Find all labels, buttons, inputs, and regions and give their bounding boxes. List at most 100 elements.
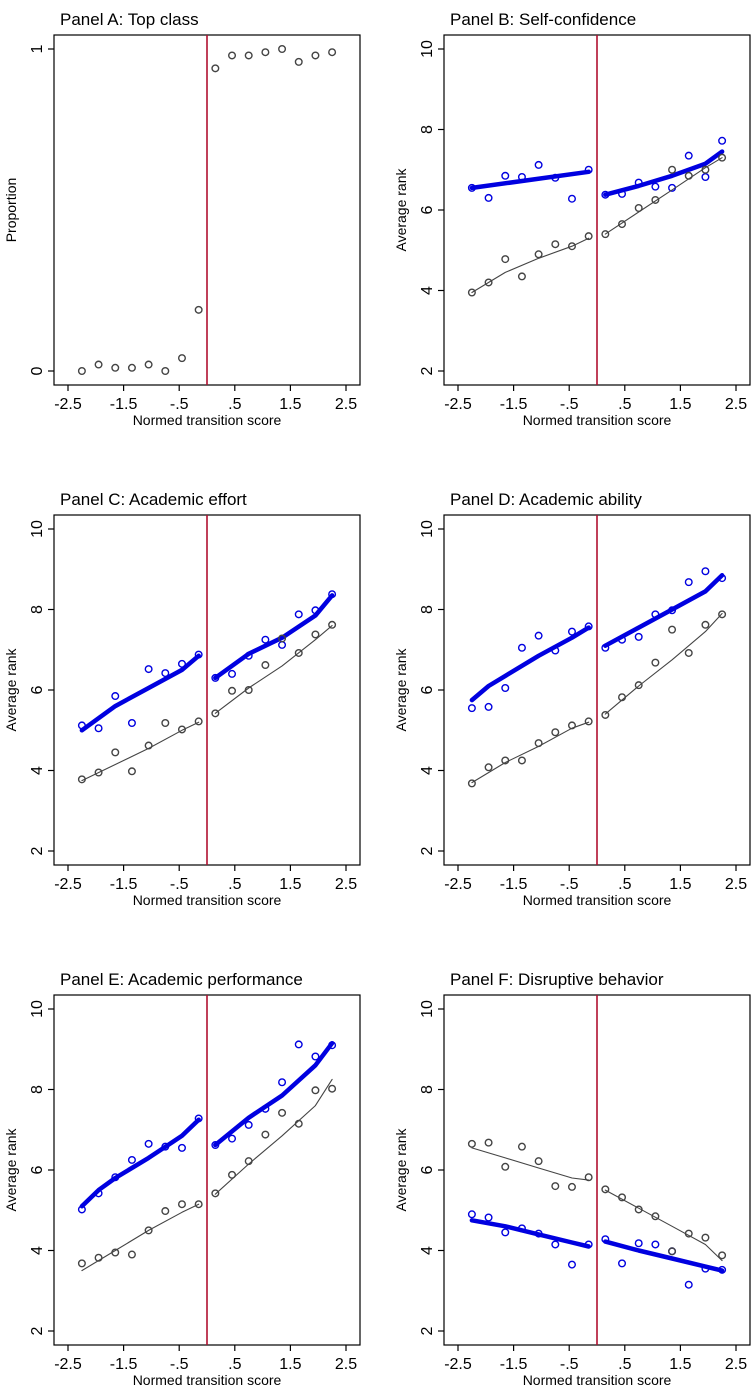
treated-point (534, 160, 543, 169)
control-point (484, 278, 493, 287)
control-point (467, 779, 476, 788)
treated-point (551, 1240, 560, 1249)
control-point (668, 625, 677, 634)
panel-title: Panel C: Academic effort (60, 490, 247, 509)
x-tick-label: -1.5 (110, 1356, 138, 1373)
control-point (244, 1157, 253, 1166)
x-tick-label: -.5 (560, 876, 579, 893)
control-fit-line (471, 721, 590, 784)
control-point (77, 775, 86, 784)
x-tick-label: -1.5 (500, 396, 528, 413)
treated-fit-line (469, 625, 591, 703)
treated-point (261, 1104, 270, 1113)
x-axis-label: Normed transition score (523, 892, 672, 908)
control-point (551, 240, 560, 249)
treated-point (484, 193, 493, 202)
panel-d: Panel D: Academic ability -2.5 -1.5 -.5 .5 1.… (393, 490, 751, 908)
y-tick-label: 4 (29, 766, 46, 775)
x-axis-label: Normed transition score (133, 412, 282, 428)
control-point (668, 165, 677, 174)
control-point (601, 1185, 610, 1194)
x-tick-label: -1.5 (500, 876, 528, 893)
x-tick-label: 2.5 (335, 396, 357, 413)
x-tick-label: -2.5 (54, 1356, 82, 1373)
treated-point (651, 610, 660, 619)
control-point (467, 1139, 476, 1148)
treated-point (718, 136, 727, 145)
control-point (701, 1233, 710, 1242)
x-tick-label: -.5 (560, 396, 579, 413)
control-point (111, 1248, 120, 1257)
treated-point (211, 673, 220, 682)
treated-point (484, 1213, 493, 1222)
treated-point (718, 1265, 727, 1274)
control-point (651, 195, 660, 204)
treated-point (584, 1240, 593, 1249)
y-axis-label: Average rank (3, 1127, 19, 1211)
control-point (584, 1173, 593, 1182)
treated-point (618, 189, 627, 198)
control-point (567, 721, 576, 730)
control-point (127, 1250, 136, 1259)
treated-point (94, 724, 103, 733)
x-tick-label: -2.5 (54, 876, 82, 893)
treated-point (328, 1041, 337, 1050)
control-fit-line (604, 1189, 723, 1262)
treated-fit-line (213, 593, 335, 681)
y-tick-label: 6 (419, 685, 436, 694)
control-point (294, 1119, 303, 1128)
control-point (484, 1138, 493, 1147)
treated-point (228, 669, 237, 678)
y-tick-label: 2 (419, 1326, 436, 1335)
x-tick-label: 2.5 (725, 1356, 747, 1373)
treated-point (294, 610, 303, 619)
treated-point (111, 1173, 120, 1182)
treated-point (567, 627, 576, 636)
control-point (584, 232, 593, 241)
control-point (618, 1193, 627, 1202)
x-tick-label: .5 (228, 396, 241, 413)
treated-fit-line (603, 149, 725, 197)
control-point (701, 165, 710, 174)
x-tick-label: 1.5 (669, 1356, 691, 1373)
y-tick-label: 8 (419, 125, 436, 134)
control-point (211, 1189, 220, 1198)
treated-point (601, 1235, 610, 1244)
treated-point (144, 665, 153, 674)
x-tick-label: -.5 (170, 876, 189, 893)
treated-point (278, 1078, 287, 1087)
treated-fit-line (469, 1218, 591, 1249)
control-point (244, 686, 253, 695)
treated-point (684, 151, 693, 160)
x-tick-label: -2.5 (54, 396, 82, 413)
treated-point (161, 669, 170, 678)
x-tick-label: -.5 (560, 1356, 579, 1373)
treated-point (194, 1114, 203, 1123)
y-tick-label: 4 (419, 286, 436, 295)
x-tick-label: .5 (618, 876, 631, 893)
control-point (311, 1086, 320, 1095)
panel-title: Panel D: Academic ability (450, 490, 642, 509)
control-point (584, 717, 593, 726)
control-point (144, 741, 153, 750)
x-tick-label: -1.5 (110, 396, 138, 413)
panel-title: Panel F: Disruptive behavior (450, 970, 664, 989)
control-fit-line (81, 1203, 200, 1272)
control-fit-line (604, 157, 723, 235)
x-tick-label: 2.5 (725, 876, 747, 893)
panel-a: Panel A: Top class -2.5 -1.5 -.5 .5 1.5 2.5 Nor… (3, 10, 361, 428)
treated-fit-line (603, 1239, 725, 1273)
treated-point (701, 172, 710, 181)
control-point (534, 739, 543, 748)
treated-point (127, 719, 136, 728)
control-point (94, 1253, 103, 1262)
control-point (618, 693, 627, 702)
treated-point (567, 1260, 576, 1269)
treated-point (467, 704, 476, 713)
control-point (651, 1212, 660, 1221)
treated-point (261, 635, 270, 644)
control-point (551, 728, 560, 737)
x-tick-label: .5 (618, 396, 631, 413)
y-tick-label: 10 (419, 1000, 436, 1018)
control-point (244, 51, 253, 60)
